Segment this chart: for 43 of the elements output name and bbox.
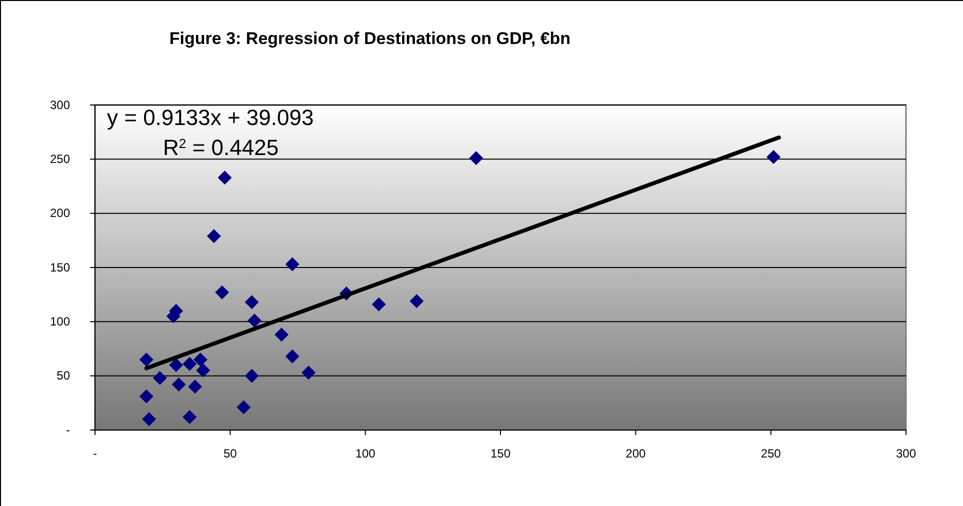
point [285,257,300,272]
point [139,352,154,367]
point [372,297,386,312]
x-tick-label: 200 [626,446,646,461]
x-tick-label: 50 [223,446,238,461]
x-tick-label: - [93,446,97,461]
point [206,229,221,244]
point [469,151,484,166]
point [244,368,259,383]
y-tick-label: 200 [50,206,70,220]
point [169,358,184,372]
point [215,285,230,300]
y-tick-label: 300 [50,98,70,112]
point [302,366,316,380]
annotation: y = 0.9133x + 39.093 [107,105,314,130]
y-tick-label: 250 [50,152,70,166]
y-tick-label: - [66,422,70,437]
x-tick-label: 300 [896,446,916,461]
point [182,410,197,424]
point [152,371,167,385]
point [236,400,251,414]
point [410,294,424,308]
y-tick-label: 150 [50,260,70,274]
annotation: R$^{2}$ = 0.4425 [163,135,279,160]
point [218,170,232,185]
x-tick-label: 150 [490,446,511,461]
chart-title: Figure 3: Regression of Destinations on GDP, €bn [169,29,571,48]
point [247,314,262,328]
point [139,389,154,404]
point [274,328,289,342]
point [285,349,300,364]
point [182,356,197,371]
y-tick-label: 100 [50,314,70,329]
x-tick-label: 250 [760,446,782,461]
point [196,363,210,378]
point [766,150,781,164]
point [188,380,202,394]
point [244,295,259,310]
point [172,378,186,392]
point [142,412,156,426]
point [193,352,208,367]
x-tick-label: 100 [355,446,376,461]
y-tick-label: 50 [56,368,70,383]
